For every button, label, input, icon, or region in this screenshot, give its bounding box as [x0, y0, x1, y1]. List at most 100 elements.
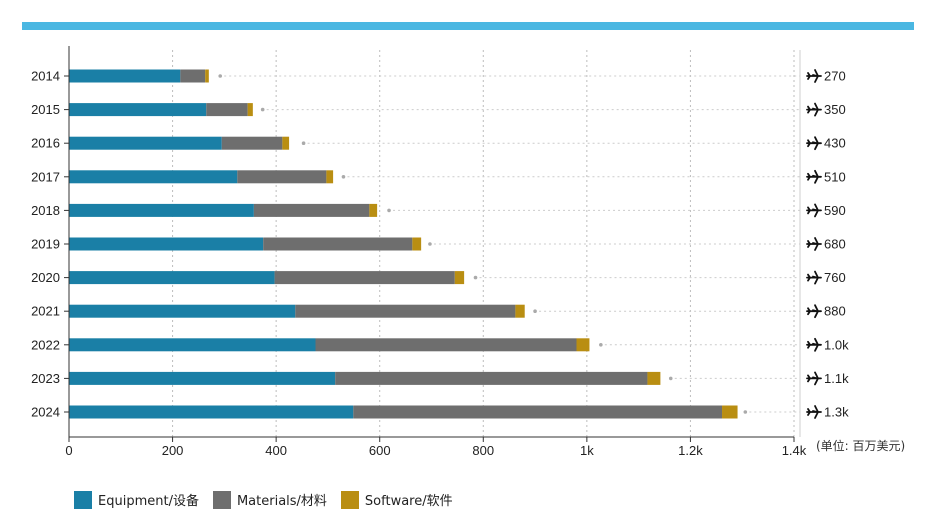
x-tick-label-7: 1.4k	[782, 443, 807, 458]
axes: 2014 2015 2016 2017 2018 2019 2020 2021 2022 2023…	[31, 46, 807, 458]
airplane-icon	[806, 169, 822, 184]
x-tick-label-3: 600	[369, 443, 391, 458]
marker-point-2015	[260, 107, 265, 112]
bar-materials-2019	[263, 237, 413, 251]
bar-equipment-2020	[69, 271, 275, 285]
bar-equipment-2019	[69, 237, 264, 251]
bar-materials-2015	[206, 103, 248, 117]
total-label-2021: 880	[824, 304, 846, 319]
total-label-2017: 510	[824, 169, 846, 184]
bar-materials-2022	[315, 338, 577, 352]
y-tick-label-2024: 2024	[31, 405, 60, 420]
legend-swatch-equipment	[74, 490, 92, 509]
totals-column: 270 350 430 510 590 680 760 880 1.0k 1.1k 1.3k	[799, 50, 849, 437]
airplane-icon	[806, 304, 822, 319]
y-tick-label-2014: 2014	[31, 69, 60, 84]
legend-item-equipment: Equipment/设备	[74, 490, 199, 509]
airplane-icon	[806, 237, 822, 251]
marker-point-2018	[387, 208, 391, 213]
marker-point-2022	[599, 343, 603, 347]
airplane-icon	[806, 69, 822, 83]
x-tick-label-6: 1.2k	[678, 443, 703, 458]
bar-software-2019	[412, 237, 422, 251]
grid-lines	[172, 50, 800, 437]
total-label-2022: 1.0k	[824, 337, 849, 352]
marker-point-2019	[428, 242, 432, 246]
marker-point-2023	[668, 376, 673, 381]
bar-materials-2020	[274, 271, 455, 285]
airplane-icon	[806, 136, 822, 151]
bar-materials-2023	[335, 371, 648, 385]
bar-software-2018	[369, 203, 378, 217]
bar-software-2017	[326, 170, 334, 184]
y-tick-label-2019: 2019	[31, 237, 60, 252]
y-tick-label-2015: 2015	[31, 102, 60, 117]
marker-point-2016	[301, 141, 306, 145]
legend-item-materials: Materials/材料	[212, 490, 327, 509]
bar-software-2021	[515, 304, 525, 318]
legend-label-materials: Materials/材料	[236, 494, 327, 509]
airplane-icon	[806, 371, 822, 386]
legend-swatch-software	[340, 490, 359, 509]
total-label-2019: 680	[824, 237, 846, 252]
bar-equipment-2016	[69, 136, 222, 150]
legend-label-software: Software/软件	[364, 494, 453, 509]
bar-software-2023	[647, 371, 661, 385]
bar-equipment-2014	[69, 69, 181, 83]
bar-materials-2018	[253, 203, 370, 217]
airplane-icon	[806, 405, 822, 419]
marker-point-2017	[341, 175, 346, 179]
chart-plot: 2014 2015 2016 2017 2018 2019 2020 2021 2022 2023…	[31, 46, 905, 458]
marker-point-2014	[218, 74, 223, 78]
bar-software-2020	[454, 271, 465, 285]
y-tick-label-2022: 2022	[31, 337, 60, 352]
bar-equipment-2022	[69, 338, 316, 352]
unit-label: (单位: 百万美元)	[816, 438, 905, 453]
legend: Equipment/设备 Materials/材料 Software/软件	[74, 490, 453, 509]
x-tick-label-2: 400	[265, 443, 287, 458]
airplane-icon	[806, 270, 822, 285]
bars	[69, 69, 748, 419]
legend-item-software: Software/软件	[340, 490, 453, 509]
y-tick-label-2020: 2020	[31, 270, 60, 285]
legend-label-equipment: Equipment/设备	[98, 494, 199, 509]
total-label-2023: 1.1k	[824, 371, 849, 386]
bar-equipment-2021	[69, 304, 296, 318]
x-tick-label-4: 800	[472, 443, 494, 458]
y-tick-label-2017: 2017	[31, 169, 60, 184]
bar-equipment-2024	[69, 405, 354, 419]
y-tick-label-2016: 2016	[31, 136, 60, 151]
airplane-icon	[806, 203, 822, 218]
bar-software-2024	[722, 405, 738, 419]
marker-point-2020	[473, 275, 478, 280]
marker-point-2024	[743, 410, 748, 414]
x-tick-label-0: 0	[65, 443, 72, 458]
total-label-2020: 760	[824, 270, 846, 285]
bar-materials-2017	[237, 170, 327, 184]
total-label-2015: 350	[824, 102, 846, 117]
airplane-icon	[806, 337, 822, 352]
total-label-2016: 430	[824, 136, 846, 151]
bar-materials-2016	[221, 136, 283, 150]
top-accent-bar	[22, 22, 914, 30]
total-label-2024: 1.3k	[824, 405, 849, 420]
y-tick-label-2018: 2018	[31, 203, 60, 218]
y-tick-label-2021: 2021	[31, 304, 60, 319]
y-tick-label-2023: 2023	[31, 371, 60, 386]
bar-equipment-2015	[69, 103, 207, 117]
bar-equipment-2018	[69, 203, 254, 217]
x-tick-label-5: 1k	[580, 443, 594, 458]
bar-materials-2014	[180, 69, 206, 83]
bar-materials-2021	[295, 304, 516, 318]
bar-equipment-2017	[69, 170, 238, 184]
bar-software-2016	[282, 136, 290, 150]
total-label-2018: 590	[824, 203, 846, 218]
x-tick-label-1: 200	[162, 443, 184, 458]
bar-software-2015	[247, 103, 253, 117]
total-label-2014: 270	[824, 69, 846, 84]
legend-swatch-materials	[212, 490, 231, 509]
bar-materials-2024	[353, 405, 723, 419]
bar-software-2014	[205, 69, 209, 83]
bar-equipment-2023	[69, 371, 336, 385]
